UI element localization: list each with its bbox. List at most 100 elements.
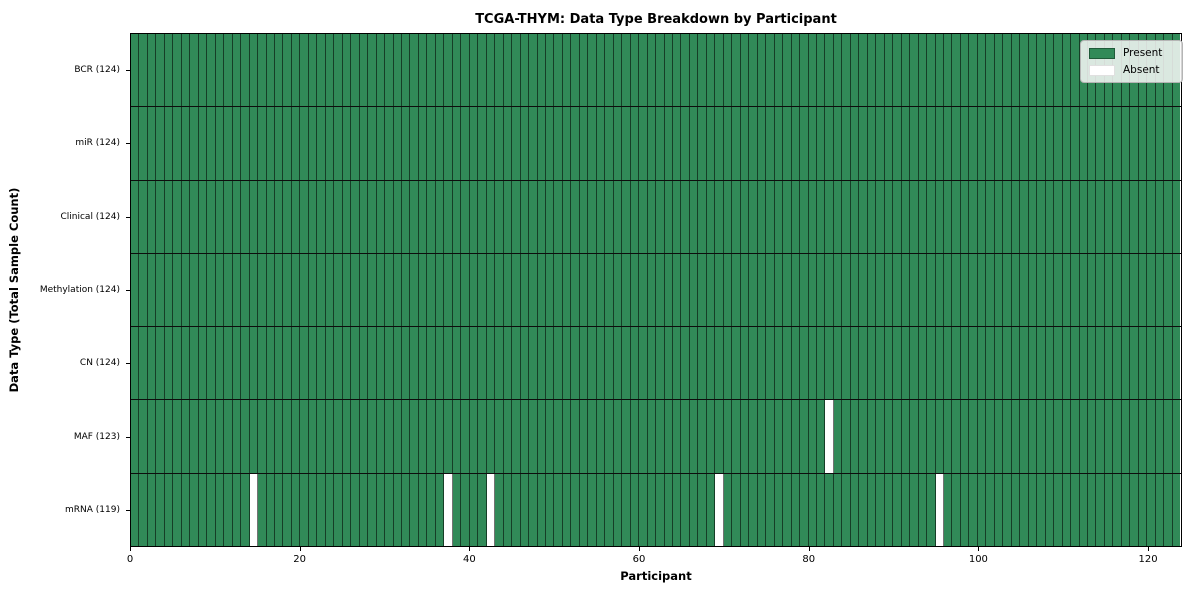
matrix-cell-present	[554, 253, 563, 327]
matrix-cell-present	[1071, 34, 1080, 107]
matrix-cell-present	[698, 107, 707, 180]
matrix-cell-present	[639, 327, 648, 400]
matrix-cell-present	[181, 180, 191, 253]
matrix-cell-present	[986, 400, 995, 473]
matrix-cell-present	[791, 107, 801, 180]
matrix-cell-present	[800, 473, 809, 546]
matrix-cell-present	[1037, 180, 1046, 253]
matrix-cell-present	[1172, 180, 1181, 253]
matrix-cell-present	[131, 180, 140, 253]
matrix-cell-present	[706, 400, 716, 473]
matrix-cell-present	[435, 327, 445, 400]
matrix-cell-present	[241, 253, 250, 327]
matrix-cell-present	[274, 327, 284, 400]
matrix-cell-present	[901, 473, 911, 546]
matrix-cell-present	[427, 473, 436, 546]
matrix-cell-present	[224, 253, 233, 327]
x-tick-label: 120	[1138, 554, 1158, 565]
matrix-cell-present	[410, 327, 419, 400]
matrix-cell-present	[461, 327, 470, 400]
matrix-cell-present	[1045, 34, 1055, 107]
matrix-cell-present	[249, 253, 259, 327]
matrix-cell-present	[613, 107, 623, 180]
matrix-cell-present	[927, 253, 936, 327]
matrix-cell-present	[816, 34, 826, 107]
matrix-cell-present	[1062, 180, 1072, 253]
matrix-cell-present	[800, 327, 809, 400]
matrix-cell-present	[554, 327, 563, 400]
matrix-cell-present	[757, 473, 767, 546]
matrix-cell-present	[1079, 253, 1088, 327]
matrix-cell-present	[1104, 473, 1114, 546]
matrix-cell-present	[537, 473, 546, 546]
matrix-cell-present	[317, 473, 326, 546]
matrix-cell-present	[376, 34, 386, 107]
matrix-cell-present	[605, 180, 614, 253]
matrix-cell-present	[562, 400, 572, 473]
matrix-cell-present	[359, 180, 369, 253]
matrix-cell-present	[385, 253, 394, 327]
matrix-cell-present	[486, 34, 496, 107]
matrix-cell-present	[469, 473, 479, 546]
matrix-cell-present	[224, 400, 233, 473]
matrix-cell-present	[816, 473, 826, 546]
x-tick-label: 20	[293, 554, 307, 565]
matrix-cell-present	[876, 180, 885, 253]
matrix-cell-present	[613, 180, 623, 253]
matrix-cell-present	[512, 253, 521, 327]
matrix-cell-present	[1054, 180, 1063, 253]
matrix-cell-present	[647, 400, 657, 473]
matrix-cell-present	[639, 253, 648, 327]
matrix-cell-present	[715, 400, 724, 473]
matrix-cell-present	[376, 253, 386, 327]
chart-title: TCGA-THYM: Data Type Breakdown by Partic…	[475, 12, 837, 27]
matrix-cell-present	[207, 34, 216, 107]
matrix-cell-present	[1096, 473, 1105, 546]
matrix-cell-present	[605, 34, 614, 107]
matrix-cell-present	[418, 473, 428, 546]
matrix-cell-present	[224, 327, 233, 400]
matrix-cell-present	[884, 180, 894, 253]
matrix-cell-present	[1062, 400, 1072, 473]
matrix-cell-present	[749, 253, 758, 327]
matrix-cell-present	[232, 400, 242, 473]
matrix-cell-present	[639, 473, 648, 546]
matrix-cell-present	[1130, 473, 1139, 546]
matrix-cell-present	[715, 327, 724, 400]
matrix-cell-present	[427, 180, 436, 253]
matrix-cell-present	[766, 473, 775, 546]
matrix-cell-present	[207, 107, 216, 180]
matrix-cell-present	[427, 400, 436, 473]
matrix-cell-present	[147, 180, 157, 253]
matrix-cell-present	[969, 180, 978, 253]
matrix-cell-present	[190, 107, 199, 180]
matrix-cell-present	[402, 400, 411, 473]
matrix-cell-present	[198, 400, 208, 473]
matrix-cell-present	[1037, 107, 1046, 180]
matrix-cell-present	[859, 107, 868, 180]
matrix-cell-present	[224, 107, 233, 180]
matrix-cell-present	[588, 34, 597, 107]
matrix-cell-present	[461, 400, 470, 473]
matrix-cell-present	[656, 34, 665, 107]
matrix-cell-present	[520, 180, 530, 253]
matrix-cell-present	[596, 180, 606, 253]
matrix-cell-present	[1087, 180, 1097, 253]
matrix-cell-present	[308, 400, 318, 473]
matrix-row-miR	[131, 107, 1181, 181]
matrix-cell-present	[944, 400, 953, 473]
matrix-cell-present	[435, 473, 445, 546]
x-tick-label: 80	[802, 554, 816, 565]
matrix-cell-present	[681, 327, 690, 400]
matrix-cell-present	[461, 107, 470, 180]
matrix-cell-present	[444, 400, 453, 473]
matrix-cell-present	[393, 473, 402, 546]
matrix-cell-present	[435, 107, 445, 180]
matrix-cell-present	[1087, 107, 1097, 180]
matrix-cell-present	[452, 107, 462, 180]
matrix-row-CN	[131, 327, 1181, 401]
matrix-cell-absent	[486, 473, 496, 546]
matrix-cell-present	[825, 107, 834, 180]
matrix-cell-present	[596, 327, 606, 400]
matrix-cell-present	[859, 327, 868, 400]
